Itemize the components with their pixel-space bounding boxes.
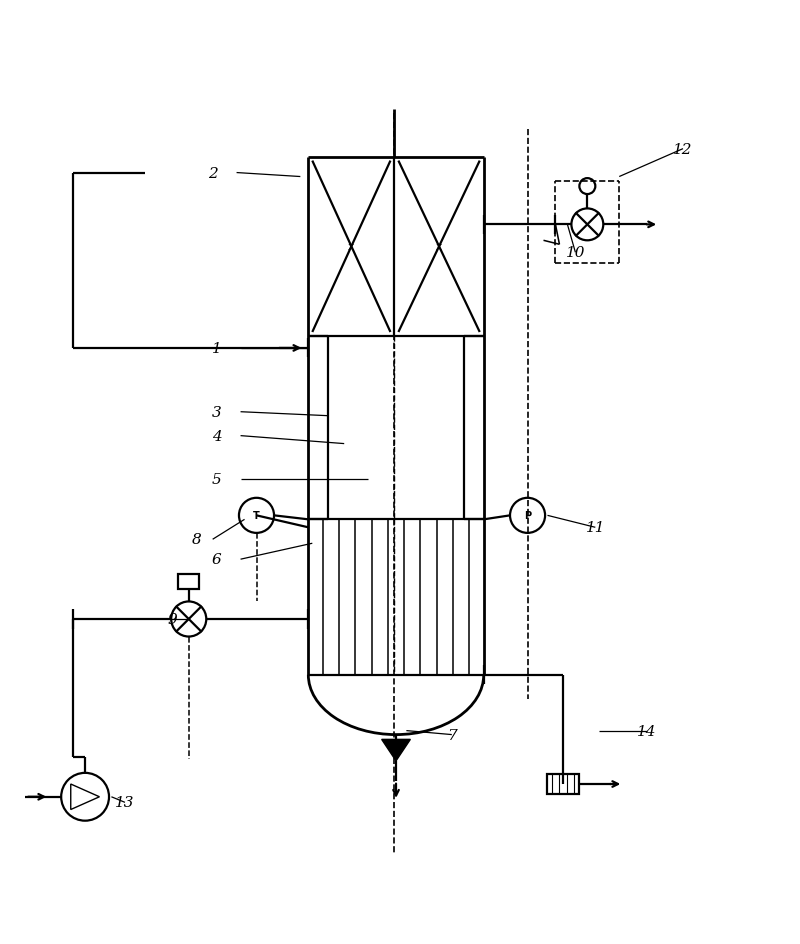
Text: 8: 8 — [192, 532, 202, 547]
Text: 10: 10 — [566, 246, 585, 260]
Bar — [547, 774, 579, 795]
Text: 14: 14 — [638, 724, 657, 738]
Text: 7: 7 — [447, 728, 457, 742]
Text: 1: 1 — [212, 342, 222, 356]
Text: 11: 11 — [586, 521, 605, 534]
Text: 3: 3 — [212, 405, 222, 419]
Bar — [178, 575, 199, 589]
Text: x: x — [436, 242, 442, 252]
Text: x: x — [348, 242, 354, 252]
Text: 6: 6 — [212, 552, 222, 566]
Text: 9: 9 — [168, 613, 178, 626]
Text: P: P — [524, 511, 531, 521]
Text: T: T — [253, 511, 260, 521]
Text: 5: 5 — [212, 473, 222, 487]
Text: 13: 13 — [115, 796, 134, 810]
Text: 2: 2 — [208, 166, 218, 180]
Text: 12: 12 — [674, 143, 693, 157]
Polygon shape — [382, 739, 410, 761]
Text: 4: 4 — [212, 430, 222, 443]
